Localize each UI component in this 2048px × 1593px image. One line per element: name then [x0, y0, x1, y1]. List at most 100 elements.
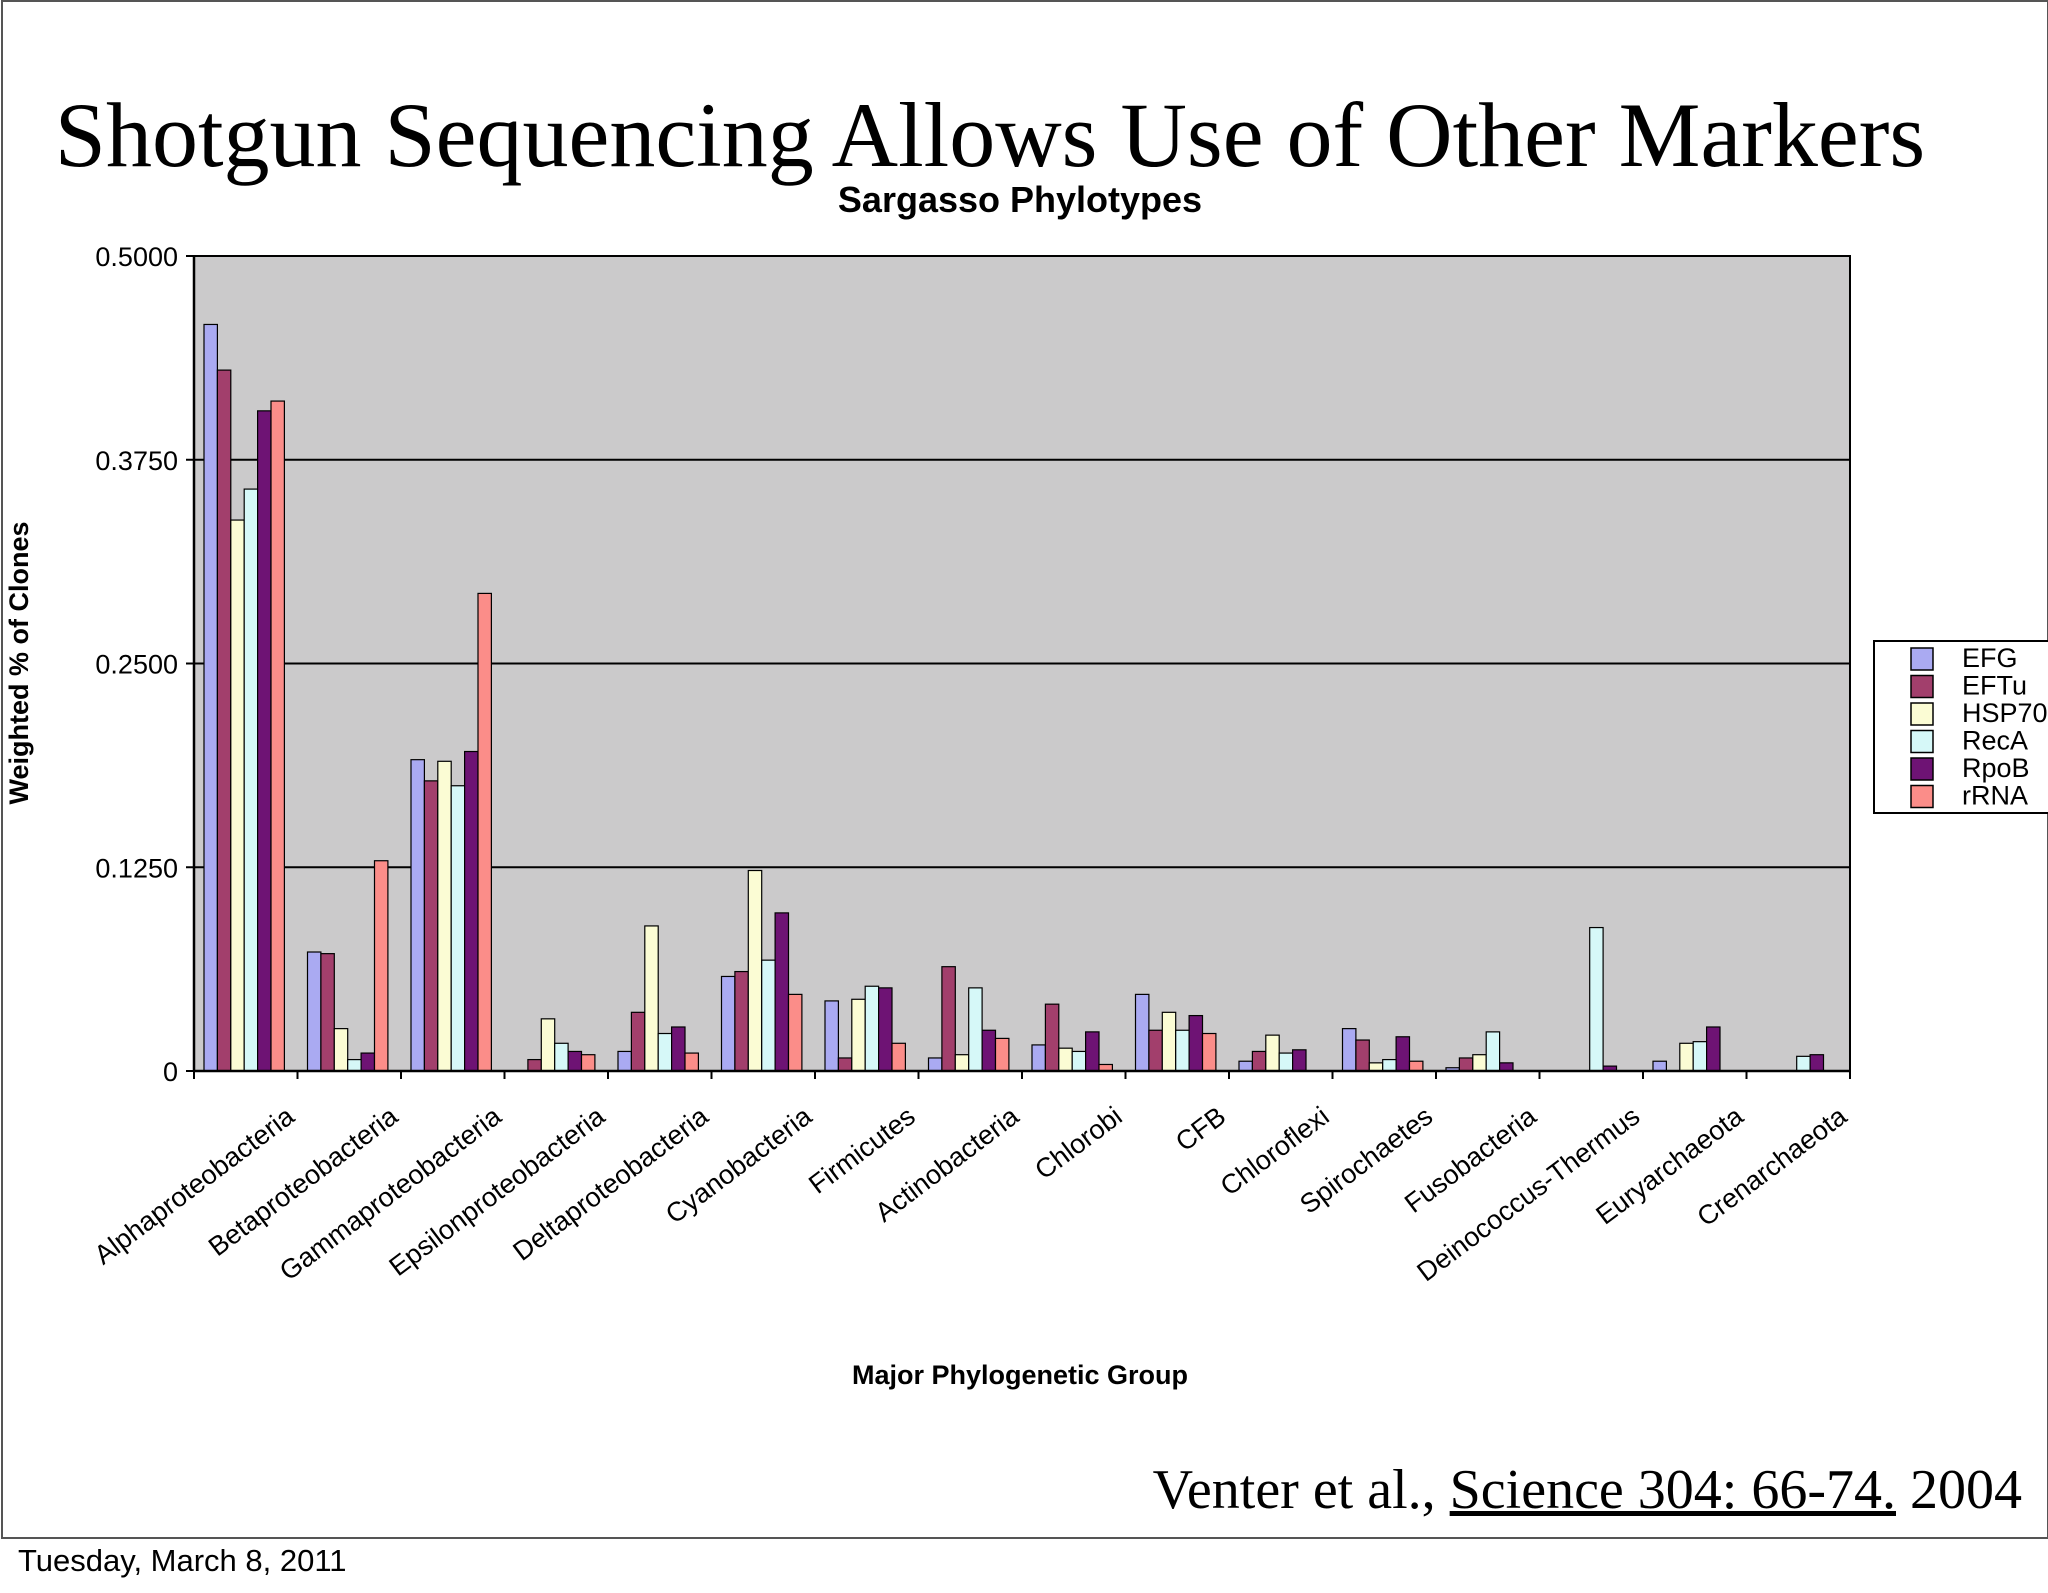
- bar-rpob-chlorobi: [1084, 1031, 1100, 1072]
- date-footer: Tuesday, March 8, 2011: [18, 1543, 347, 1578]
- bar-eftu-deltaproteobacteria: [630, 1011, 646, 1072]
- bar-rpob-firmicutes: [877, 987, 893, 1072]
- bar-reca-euryarchaeota: [1692, 1041, 1708, 1072]
- y-tick-label: 0.1250: [95, 853, 178, 883]
- bar-hsp70-alphaproteobacteria: [230, 519, 245, 1072]
- bar-reca-epsilonproteobacteria: [554, 1042, 569, 1072]
- x-axis-label: Major Phylogenetic Group: [852, 1360, 1188, 1390]
- bar-eftu-chlorobi: [1044, 1003, 1060, 1072]
- legend-label-efg: EFG: [1962, 643, 2018, 673]
- x-tick-label: Deltaproteobacteria: [507, 1100, 714, 1266]
- bar-efg-deltaproteobacteria: [617, 1050, 632, 1072]
- bar-efg-chloroflexi: [1238, 1060, 1253, 1072]
- bar-rpob-epsilonproteobacteria: [567, 1050, 583, 1072]
- bar-rpob-spirochaetes: [1395, 1036, 1411, 1072]
- bar-efg-actinobacteria: [927, 1057, 943, 1072]
- bar-rrna-spirochaetes: [1408, 1060, 1424, 1072]
- legend-swatch-rpob: [1910, 757, 1934, 781]
- bar-rpob-gammaproteobacteria: [464, 750, 479, 1072]
- legend-label-rpob: RpoB: [1962, 753, 2030, 783]
- bar-rpob-deltaproteobacteria: [670, 1026, 686, 1072]
- bar-hsp70-chloroflexi: [1265, 1034, 1280, 1072]
- bar-rpob-euryarchaeota: [1705, 1026, 1721, 1072]
- legend-label-eftu: EFTu: [1962, 671, 2027, 701]
- bar-rpob-actinobacteria: [981, 1029, 997, 1072]
- bar-rrna-firmicutes: [891, 1042, 906, 1072]
- bar-reca-spirochaetes: [1382, 1058, 1397, 1072]
- bar-rrna-actinobacteria: [994, 1037, 1010, 1072]
- bar-efg-gammaproteobacteria: [410, 759, 425, 1072]
- legend-swatch-efg: [1910, 647, 1934, 671]
- bar-eftu-chloroflexi: [1251, 1050, 1267, 1072]
- bar-reca-fusobacteria: [1485, 1031, 1501, 1072]
- bar-eftu-cfb: [1148, 1029, 1163, 1072]
- bar-reca-cfb: [1175, 1029, 1190, 1072]
- bar-eftu-cyanobacteria: [734, 970, 749, 1072]
- bar-chart: Sargasso Phylotypes 0 0.1250 0.2500 0.3750 0…: [4, 179, 2048, 1390]
- y-axis-label: Weighted % of Clones: [4, 521, 34, 804]
- bar-eftu-fusobacteria: [1458, 1057, 1474, 1072]
- bar-rrna-cfb: [1201, 1032, 1217, 1072]
- bar-reca-alphaproteobacteria: [243, 488, 259, 1072]
- legend-label-reca: RecA: [1962, 726, 2028, 756]
- bar-efg-chlorobi: [1031, 1044, 1046, 1072]
- x-tick-label: Chlorobi: [1029, 1101, 1127, 1185]
- bar-hsp70-epsilonproteobacteria: [540, 1018, 556, 1072]
- legend-box: [1873, 640, 2048, 814]
- bar-reca-deltaproteobacteria: [657, 1032, 673, 1072]
- bar-rrna-betaproteobacteria: [373, 860, 389, 1072]
- bar-eftu-spirochaetes: [1355, 1039, 1370, 1072]
- y-tick-label: 0.5000: [95, 242, 178, 272]
- bar-efg-euryarchaeota: [1652, 1060, 1667, 1072]
- legend-label-hsp70: HSP70: [1962, 698, 2048, 728]
- bar-efg-betaproteobacteria: [306, 951, 322, 1072]
- y-tick-label: 0.2500: [95, 650, 178, 680]
- citation-year: 2004: [1896, 1459, 2022, 1521]
- bar-hsp70-fusobacteria: [1472, 1054, 1487, 1072]
- citation: Venter et al., Science 304: 66-74. 2004: [1153, 1458, 2022, 1522]
- bar-reca-deinococcus-thermus: [1589, 926, 1604, 1072]
- x-tick-label: Betaproteobacteria: [203, 1100, 404, 1262]
- bar-hsp70-cfb: [1161, 1011, 1177, 1072]
- bar-rrna-gammaproteobacteria: [477, 592, 492, 1072]
- y-tick-label: 0.3750: [95, 446, 178, 476]
- bar-hsp70-actinobacteria: [954, 1054, 970, 1072]
- bar-rpob-cfb: [1188, 1014, 1204, 1072]
- citation-authors: Venter et al.,: [1152, 1459, 1450, 1521]
- bar-reca-crenarchaeota: [1796, 1055, 1811, 1072]
- bar-hsp70-cyanobacteria: [747, 869, 763, 1072]
- bar-eftu-epsilonproteobacteria: [527, 1058, 542, 1072]
- bar-eftu-alphaproteobacteria: [216, 369, 232, 1072]
- bar-rrna-alphaproteobacteria: [270, 400, 285, 1072]
- x-tick-label: CFB: [1170, 1101, 1231, 1157]
- bar-reca-betaproteobacteria: [347, 1058, 362, 1072]
- bar-hsp70-gammaproteobacteria: [437, 760, 452, 1072]
- bar-rrna-epsilonproteobacteria: [580, 1054, 596, 1072]
- legend-swatch-eftu: [1910, 674, 1934, 699]
- slide-title: Shotgun Sequencing Allows Use of Other M…: [54, 84, 1926, 186]
- bar-efg-alphaproteobacteria: [203, 323, 218, 1072]
- bar-eftu-gammaproteobacteria: [423, 780, 439, 1072]
- bar-reca-firmicutes: [864, 985, 880, 1072]
- bar-eftu-actinobacteria: [941, 966, 956, 1072]
- bar-efg-cfb: [1134, 993, 1150, 1072]
- bar-rrna-deltaproteobacteria: [684, 1052, 699, 1072]
- bar-rrna-cyanobacteria: [787, 993, 803, 1072]
- bar-rpob-cyanobacteria: [774, 912, 790, 1072]
- bar-reca-chloroflexi: [1278, 1052, 1294, 1072]
- citation-journal-link[interactable]: Science 304: 66-74.: [1449, 1459, 1896, 1521]
- bar-reca-actinobacteria: [968, 987, 983, 1072]
- bar-rpob-alphaproteobacteria: [257, 410, 272, 1072]
- bar-hsp70-deltaproteobacteria: [644, 925, 659, 1072]
- axes: [186, 255, 1851, 1079]
- y-tick-label: 0: [163, 1057, 178, 1087]
- legend-swatch-hsp70: [1910, 702, 1934, 726]
- bar-rpob-betaproteobacteria: [360, 1052, 376, 1072]
- bar-hsp70-betaproteobacteria: [333, 1028, 349, 1072]
- legend-label-rrna: rRNA: [1962, 781, 2028, 811]
- bar-efg-spirochaetes: [1341, 1028, 1357, 1072]
- legend-swatch-reca: [1910, 729, 1934, 754]
- bar-hsp70-chlorobi: [1058, 1047, 1073, 1072]
- bar-reca-cyanobacteria: [761, 959, 776, 1072]
